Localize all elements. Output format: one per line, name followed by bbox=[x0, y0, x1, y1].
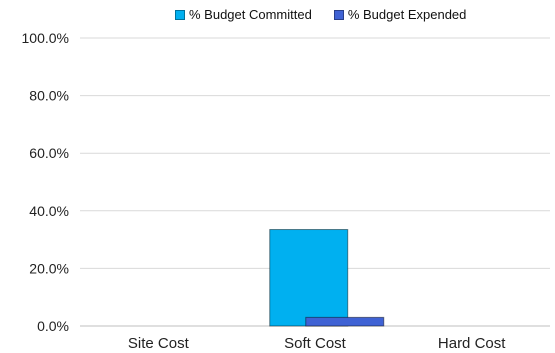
gridlines bbox=[80, 37, 550, 327]
x-tick-label: Hard Cost bbox=[438, 335, 506, 352]
y-tick-label: 60.0% bbox=[29, 145, 69, 161]
legend-item-committed: % Budget Committed bbox=[175, 7, 312, 22]
x-tick-label: Soft Cost bbox=[284, 335, 347, 352]
y-tick-label: 0.0% bbox=[37, 318, 69, 334]
y-tick-label: 40.0% bbox=[29, 203, 69, 219]
legend-label-committed: % Budget Committed bbox=[189, 7, 312, 22]
x-tick-label: Site Cost bbox=[128, 335, 190, 352]
x-axis: Site Cost Soft Cost Hard Cost bbox=[128, 335, 506, 352]
y-tick-label: 80.0% bbox=[29, 88, 69, 104]
y-tick-label: 100.0% bbox=[22, 30, 69, 46]
chart-legend: % Budget Committed % Budget Expended bbox=[175, 7, 466, 22]
y-axis: 0.0% 20.0% 40.0% 60.0% 80.0% 100.0% bbox=[22, 30, 69, 334]
legend-swatch-committed bbox=[175, 9, 185, 20]
legend-swatch-expended bbox=[333, 9, 344, 20]
legend-item-expended: % Budget Expended bbox=[333, 7, 467, 22]
bars bbox=[269, 229, 385, 327]
bar-soft-cost-series-1 bbox=[305, 316, 385, 327]
y-tick-label: 20.0% bbox=[29, 260, 69, 276]
bar-soft-cost-series-0 bbox=[269, 229, 349, 327]
legend-label-expended: % Budget Expended bbox=[347, 7, 467, 22]
